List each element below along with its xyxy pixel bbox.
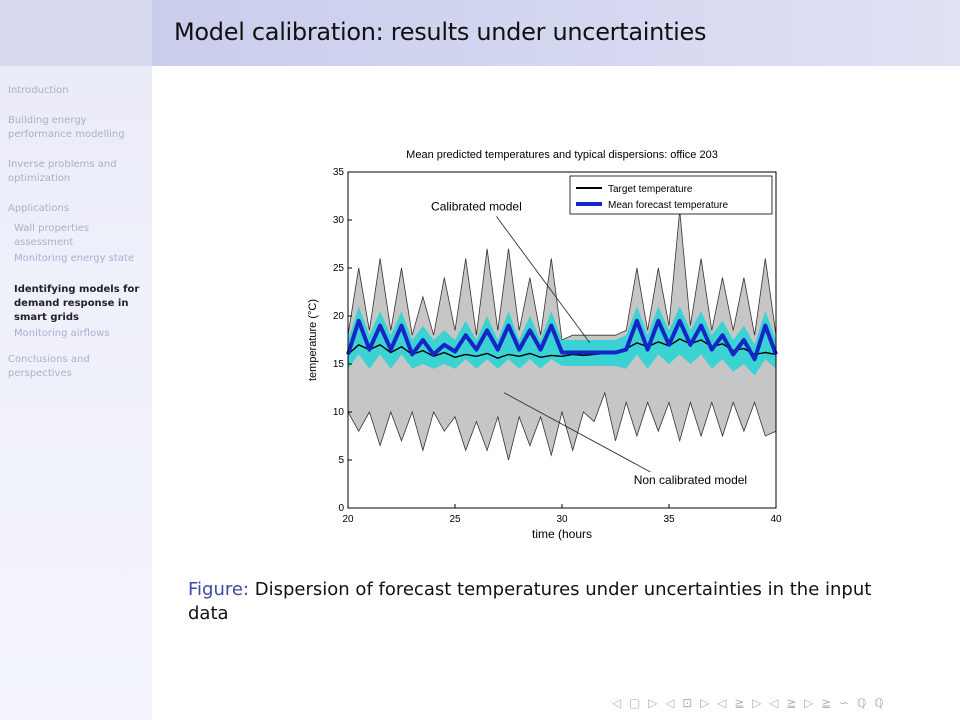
x-tick-label: 35 [663, 514, 675, 525]
y-tick-label: 30 [333, 215, 345, 226]
x-tick-label: 30 [556, 514, 568, 525]
y-tick-label: 10 [333, 407, 345, 418]
y-tick-label: 0 [338, 503, 344, 514]
y-tick-label: 35 [333, 167, 345, 178]
slide-header: Model calibration: results under uncerta… [152, 0, 960, 66]
annotation-calibrated: Calibrated model [431, 199, 522, 213]
caption-label: Figure: [188, 579, 250, 600]
annotation-non-calibrated: Non calibrated model [634, 473, 747, 487]
beamer-navigation-symbols[interactable]: ◁ ▢ ▷ ◁ ⊡ ▷ ◁ ≧ ▷ ◁ ≧ ▷ ≧ ∽ ℚ ℚ [612, 696, 886, 710]
series-line-target [347, 338, 777, 359]
sidebar-item-inverse-problems[interactable]: Inverse problems and optimization [8, 159, 117, 184]
sidebar-item-conclusions[interactable]: Conclusions and perspectives [8, 354, 90, 379]
sidebar-header-band [0, 0, 152, 66]
annotation-arrow [496, 216, 591, 344]
y-tick-label: 5 [338, 455, 344, 466]
y-tick-label: 20 [333, 311, 345, 322]
sidebar: Introduction Building energy performance… [0, 0, 152, 720]
figure: 20 25 30 35 40 0 5 10 15 20 25 30 35 Mean predicted t… [300, 140, 800, 560]
x-tick-label: 40 [770, 514, 782, 525]
sidebar-subitem-monitoring-airflows[interactable]: Monitoring airflows [14, 328, 110, 339]
sidebar-subitem-monitoring-energy[interactable]: Monitoring energy state [14, 253, 135, 264]
series-line-mean-forecast [346, 318, 778, 362]
slide-title: Model calibration: results under uncerta… [174, 18, 707, 46]
sidebar-item-introduction[interactable]: Introduction [8, 85, 69, 96]
y-tick-label: 25 [333, 263, 345, 274]
legend-label: Mean forecast temperature [608, 200, 728, 211]
temperature-chart: 20 25 30 35 40 0 5 10 15 20 25 30 35 Mean predicted t… [307, 149, 782, 541]
y-tick-label: 15 [333, 359, 345, 370]
x-tick-label: 25 [449, 514, 461, 525]
x-tick-label: 20 [342, 514, 354, 525]
x-axis-label: time (hours [532, 527, 592, 541]
legend-box [569, 175, 773, 215]
figure-caption: Figure: Dispersion of forecast temperatu… [188, 578, 908, 626]
sidebar-subitem-identifying-models[interactable]: Identifying models for demand response i… [14, 284, 140, 323]
sidebar-subitem-wall-properties[interactable]: Wall properties assessment [14, 223, 90, 248]
sidebar-item-building-energy[interactable]: Building energy performance modelling [8, 115, 125, 140]
sidebar-item-applications[interactable]: Applications [8, 203, 70, 214]
annotation-arrow [504, 392, 651, 473]
caption-text: Dispersion of forecast temperatures unde… [188, 579, 872, 624]
y-axis-label: temperature (°C) [307, 299, 319, 381]
band-calibrated [348, 306, 776, 376]
chart-title: Mean predicted temperatures and typical … [406, 149, 718, 161]
legend-label: Target temperature [608, 184, 693, 195]
